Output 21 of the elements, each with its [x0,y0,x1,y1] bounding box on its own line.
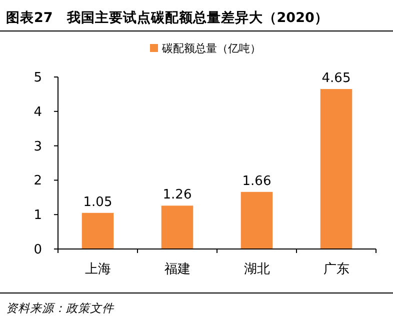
bar [240,192,273,249]
y-tick-label: 5 [34,70,42,86]
bar [320,89,352,249]
data-label: 1.05 [83,194,112,210]
data-label: 1.26 [162,188,192,203]
bar [82,212,114,249]
text: 资料来源：政策文件 [6,301,115,315]
y-tick-label: 0 [34,242,42,258]
y-tick-label: 3 [34,139,42,154]
y-tick-label: 2 [34,174,42,189]
data-label: 4.65 [322,71,351,86]
bar [161,206,194,249]
x-tick-label: 广东 [323,262,350,277]
x-tick-label: 福建 [164,262,190,277]
y-tick-label: 1 [34,208,42,224]
x-tick-label: 湖北 [244,262,270,277]
data-label: 1.66 [242,174,272,189]
y-tick-label: 4 [34,104,42,120]
x-tick-label: 上海 [84,262,111,277]
chart-title: 图表27 我国主要试点碳配额总量差异大（2020） [6,9,328,26]
legend-label: 碳配额总量（亿吨） [161,42,261,55]
